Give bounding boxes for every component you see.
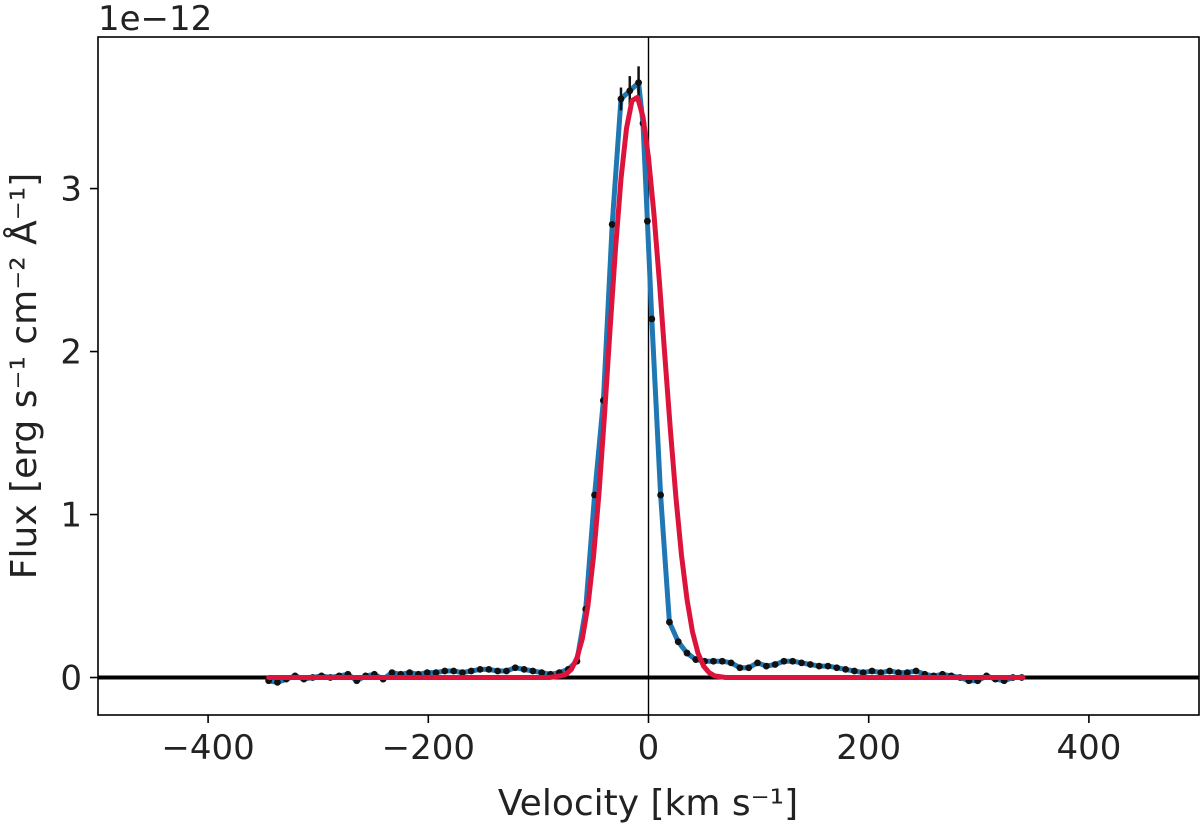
data-point	[529, 667, 537, 675]
data-series-line	[268, 80, 1022, 685]
data-point	[806, 661, 814, 668]
y-axis-label: Flux [erg s⁻¹ cm⁻² Å⁻¹]	[2, 173, 45, 579]
data-point	[476, 665, 484, 673]
data-point	[459, 669, 466, 677]
model-fit-line	[266, 94, 1026, 680]
data-point	[648, 315, 656, 323]
data-point	[485, 665, 493, 673]
data-point	[718, 657, 726, 665]
data-point	[643, 217, 651, 225]
data-point	[850, 667, 858, 675]
data-point	[388, 669, 396, 677]
series-layer	[265, 66, 1026, 686]
data-point	[657, 491, 665, 499]
data-point	[833, 664, 841, 672]
x-tick-label: −200	[382, 728, 475, 768]
x-tick-label: 400	[1056, 728, 1121, 768]
data-point	[494, 667, 502, 675]
data-point	[674, 638, 682, 646]
data-point	[432, 669, 440, 677]
x-axis-label: Velocity [km s⁻¹]	[498, 783, 798, 824]
data-point	[842, 665, 849, 673]
x-tick-label: 0	[638, 728, 660, 768]
data-point	[903, 669, 911, 677]
y-tick-label: 0	[60, 659, 82, 699]
reference-lines	[98, 37, 1199, 715]
data-point	[710, 657, 717, 665]
data-point	[274, 679, 281, 686]
data-point	[608, 221, 616, 228]
data-point	[877, 669, 885, 677]
data-point	[617, 95, 625, 103]
data-point	[754, 659, 761, 667]
data-point	[520, 665, 528, 673]
data-point	[467, 667, 475, 675]
data-point	[736, 664, 744, 672]
data-point	[450, 667, 458, 675]
data-point	[441, 667, 449, 675]
x-axis-ticks: −400 −200 0 200 400	[161, 715, 1121, 768]
data-point	[815, 662, 823, 670]
data-point	[683, 649, 691, 657]
data-point	[912, 667, 920, 675]
y-offset-label: 1e−12	[98, 0, 212, 39]
data-point	[798, 659, 805, 667]
data-point	[423, 669, 431, 677]
data-point	[503, 667, 510, 675]
y-tick-label: 1	[60, 496, 82, 536]
data-point	[780, 657, 788, 665]
x-tick-label: 200	[836, 728, 901, 768]
data-point	[789, 657, 797, 665]
data-point	[635, 79, 642, 87]
data-point	[771, 661, 779, 668]
data-point	[762, 662, 770, 670]
data-point	[745, 664, 753, 672]
y-tick-label: 2	[60, 333, 82, 373]
x-tick-label: −400	[161, 728, 254, 768]
y-tick-label: 3	[60, 170, 82, 210]
data-point	[868, 667, 876, 675]
data-point	[666, 618, 673, 626]
data-point	[511, 664, 519, 672]
data-point	[859, 669, 867, 677]
data-point	[727, 659, 735, 667]
data-point	[538, 669, 546, 677]
data-point	[895, 669, 902, 677]
data-point	[824, 662, 832, 670]
y-axis-ticks: 0 1 2 3	[60, 170, 98, 699]
data-point	[626, 87, 634, 95]
data-point	[886, 667, 894, 675]
data-point	[406, 669, 413, 677]
